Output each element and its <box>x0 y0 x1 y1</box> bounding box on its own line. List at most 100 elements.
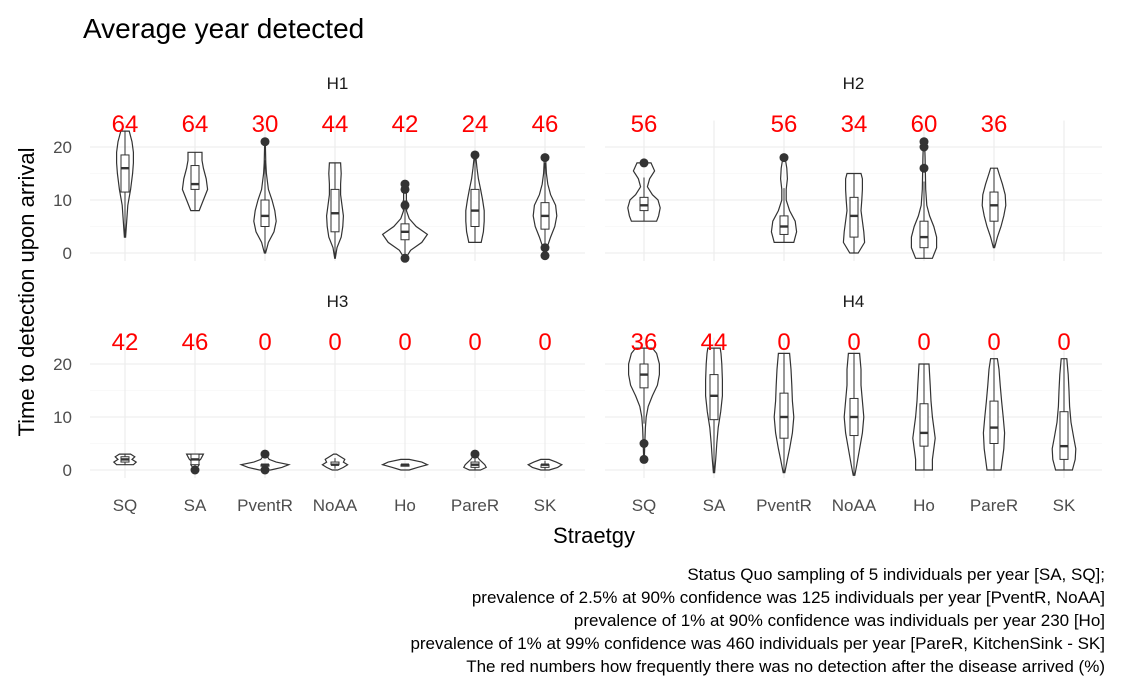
no-detection-label: 56 <box>631 111 658 138</box>
outlier-point <box>919 137 929 147</box>
box-iqr <box>260 199 270 227</box>
chart-title: Average year detected <box>83 13 364 44</box>
no-detection-label: 0 <box>777 329 790 356</box>
violin-shape <box>628 347 660 460</box>
no-detection-label: 44 <box>701 329 728 356</box>
x-axis-title: Straetgy <box>553 523 635 548</box>
outlier-point <box>400 179 410 189</box>
box-iqr <box>919 220 929 249</box>
y-axis-title: Time to detection upon arrival <box>14 148 39 437</box>
x-tick-label: SK <box>534 496 557 515</box>
outlier-point <box>260 449 270 459</box>
no-detection-label: 56 <box>771 111 798 138</box>
panel-strip-label: H4 <box>843 292 865 311</box>
outlier-point <box>540 243 550 253</box>
outlier-point <box>639 158 649 168</box>
panel-strip-label: H3 <box>327 292 349 311</box>
y-tick-label: 20 <box>53 355 72 374</box>
x-tick-label: Ho <box>394 496 416 515</box>
no-detection-label: 0 <box>258 329 271 356</box>
panel-strip-label: H1 <box>327 74 349 93</box>
panel-strip-label: H2 <box>843 74 865 93</box>
outlier-point <box>400 200 410 210</box>
no-detection-label: 0 <box>987 329 1000 356</box>
outlier-point <box>540 153 550 163</box>
y-tick-label: 20 <box>53 138 72 157</box>
no-detection-label: 36 <box>981 111 1008 138</box>
x-tick-label: PventR <box>756 496 812 515</box>
box-iqr <box>120 154 130 193</box>
outlier-point <box>919 163 929 173</box>
box-iqr <box>989 400 999 445</box>
outlier-point <box>540 251 550 261</box>
no-detection-label: 0 <box>328 329 341 356</box>
violin-shape <box>981 167 1007 249</box>
no-detection-label: 0 <box>538 329 551 356</box>
caption-line-1: Status Quo sampling of 5 individuals per… <box>687 565 1105 584</box>
caption-line-5: The red numbers how frequently there was… <box>466 657 1105 676</box>
violin-shape <box>116 130 134 238</box>
box-iqr <box>779 392 789 439</box>
x-tick-label: Ho <box>913 496 935 515</box>
no-detection-label: 0 <box>468 329 481 356</box>
caption-line-2: prevalence of 2.5% at 90% confidence was… <box>472 588 1105 607</box>
violin-shape <box>773 352 795 474</box>
box-iqr <box>639 196 649 212</box>
no-detection-label: 0 <box>847 329 860 356</box>
box-iqr <box>330 188 340 233</box>
no-detection-label: 64 <box>182 111 209 138</box>
no-detection-label: 24 <box>462 111 489 138</box>
outlier-point <box>470 150 480 160</box>
box-iqr <box>919 403 929 447</box>
x-tick-label: SA <box>184 496 207 515</box>
outlier-point <box>639 439 649 448</box>
no-detection-label: 46 <box>182 329 209 356</box>
no-detection-label: 34 <box>841 111 868 138</box>
box-iqr <box>709 374 719 421</box>
panel-h4: H4 SQ SA PventR NoAA Ho PareR SK 36 44 0 0 0 0 0 <box>605 292 1102 515</box>
x-tick-label: PareR <box>451 496 499 515</box>
x-tick-label: SK <box>1053 496 1076 515</box>
x-tick-label: SA <box>703 496 726 515</box>
outlier-point <box>779 153 789 163</box>
x-tick-label: PventR <box>237 496 293 515</box>
outlier-point <box>260 465 270 475</box>
box-iqr <box>989 191 999 222</box>
no-detection-label: 0 <box>1057 329 1070 356</box>
no-detection-label: 46 <box>532 111 559 138</box>
no-detection-label: 64 <box>112 111 139 138</box>
no-detection-label: 0 <box>398 329 411 356</box>
violin-shape <box>181 151 209 212</box>
violin-shape <box>843 352 865 476</box>
no-detection-label: 42 <box>112 329 139 356</box>
box-iqr <box>470 188 480 227</box>
caption-line-3: prevalence of 1% at 90% confidence was i… <box>574 611 1105 630</box>
box-iqr <box>779 215 789 235</box>
x-tick-label: PareR <box>970 496 1018 515</box>
violin-shape <box>912 363 936 471</box>
violin-shape <box>112 453 138 466</box>
box-iqr <box>1059 411 1069 460</box>
box-iqr <box>639 363 649 389</box>
x-tick-label: NoAA <box>313 496 358 515</box>
no-detection-label: 30 <box>252 111 279 138</box>
x-tick-label: SQ <box>632 496 657 515</box>
violin-shape <box>526 458 564 471</box>
violin-shape <box>321 453 349 471</box>
outlier-point <box>190 465 200 475</box>
caption-line-4: prevalence of 1% at 99% confidence was 4… <box>410 634 1105 653</box>
box-iqr <box>190 165 200 190</box>
caption: Status Quo sampling of 5 individuals per… <box>410 565 1105 676</box>
violin-shape <box>705 347 723 474</box>
violin-shape <box>627 162 661 222</box>
no-detection-label: 44 <box>322 111 349 138</box>
y-tick-label: 10 <box>53 191 72 210</box>
y-tick-label: 0 <box>63 461 72 480</box>
no-detection-label: 36 <box>631 329 658 356</box>
x-tick-label: NoAA <box>832 496 877 515</box>
no-detection-label: 42 <box>392 111 419 138</box>
outlier-point <box>400 253 410 263</box>
panel-h1: H1 0 10 20 64 64 30 44 42 24 46 <box>53 74 585 263</box>
outlier-point <box>470 449 480 459</box>
